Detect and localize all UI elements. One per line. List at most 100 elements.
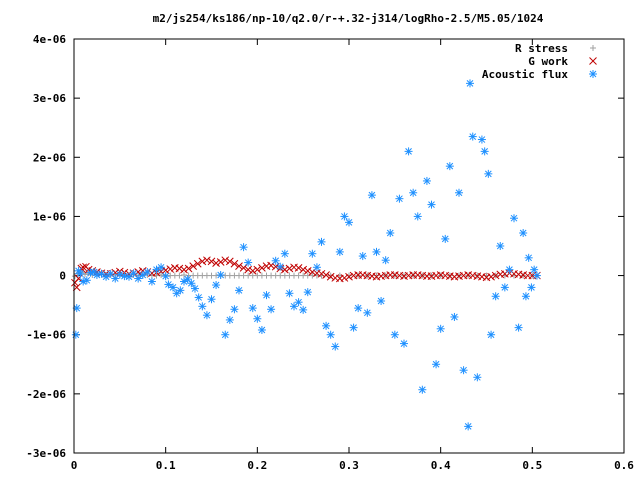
point-acoustic-flux — [230, 305, 239, 314]
point-g-work — [299, 265, 308, 274]
point-acoustic-flux — [187, 279, 196, 288]
plot-frame — [73, 38, 625, 454]
point-acoustic-flux — [367, 191, 376, 200]
point-acoustic-flux — [445, 162, 454, 171]
point-g-work — [74, 274, 83, 283]
point-acoustic-flux — [322, 321, 331, 330]
x-tick-label: 0 — [71, 459, 78, 472]
point-acoustic-flux — [97, 269, 106, 278]
point-acoustic-flux — [244, 258, 253, 267]
point-acoustic-flux — [239, 243, 248, 252]
point-acoustic-flux — [125, 272, 133, 281]
point-g-work — [180, 265, 188, 274]
point-acoustic-flux — [257, 325, 266, 334]
point-acoustic-flux — [71, 330, 80, 339]
point-acoustic-flux — [450, 312, 459, 321]
point-acoustic-flux — [267, 305, 276, 314]
point-acoustic-flux — [345, 218, 353, 227]
point-acoustic-flux — [418, 385, 427, 394]
point-acoustic-flux — [527, 283, 536, 292]
point-g-work — [258, 264, 266, 272]
point-acoustic-flux — [225, 315, 234, 324]
point-acoustic-flux — [358, 252, 367, 261]
point-g-work — [212, 259, 220, 268]
point-acoustic-flux — [198, 302, 207, 311]
point-acoustic-flux — [317, 237, 326, 246]
point-acoustic-flux — [308, 249, 317, 258]
point-acoustic-flux — [207, 295, 216, 304]
point-g-work — [134, 268, 143, 276]
point-g-work — [345, 272, 353, 281]
point-g-work — [221, 256, 230, 265]
point-g-work — [225, 257, 234, 266]
point-g-work — [216, 258, 225, 266]
point-acoustic-flux — [372, 247, 381, 256]
point-acoustic-flux — [404, 147, 413, 156]
y-tick-label: 4e-06 — [33, 33, 66, 46]
point-g-work — [244, 265, 253, 274]
point-acoustic-flux — [400, 339, 408, 348]
point-acoustic-flux — [280, 249, 289, 258]
point-g-work — [166, 265, 175, 273]
point-acoustic-flux — [390, 330, 399, 339]
point-acoustic-flux — [505, 265, 514, 274]
legend-swatch — [589, 70, 597, 78]
point-acoustic-flux — [464, 422, 473, 431]
point-acoustic-flux — [510, 214, 518, 223]
point-acoustic-flux — [164, 280, 173, 289]
legend-label: Acoustic flux — [482, 68, 568, 81]
point-g-work — [253, 265, 262, 274]
point-g-work — [248, 266, 257, 275]
point-g-work — [207, 257, 216, 266]
point-r-stress — [373, 272, 380, 279]
point-g-work — [326, 272, 335, 281]
point-acoustic-flux — [532, 271, 541, 280]
point-acoustic-flux — [248, 304, 257, 313]
point-acoustic-flux — [138, 270, 147, 279]
y-tick-label: -2e-06 — [26, 388, 66, 401]
point-acoustic-flux — [500, 283, 509, 292]
point-acoustic-flux — [102, 272, 111, 281]
point-g-work — [487, 272, 495, 281]
x-tick-label: 0.4 — [431, 459, 451, 472]
axis-ticks: 0 0.1 0.2 0.3 0.4 0.5 0.6 -3e-06 -2e-06 -1e-06 0 1e… — [26, 33, 634, 472]
point-acoustic-flux — [285, 289, 294, 298]
point-acoustic-flux — [294, 298, 303, 307]
point-acoustic-flux — [468, 132, 477, 141]
point-acoustic-flux — [455, 188, 463, 197]
point-g-work — [322, 271, 330, 279]
point-g-work — [189, 262, 198, 270]
point-g-work — [317, 269, 326, 278]
point-acoustic-flux — [409, 188, 418, 197]
point-acoustic-flux — [169, 283, 177, 292]
point-acoustic-flux — [395, 194, 404, 203]
point-acoustic-flux — [276, 262, 285, 271]
point-g-work — [79, 263, 88, 272]
point-acoustic-flux — [519, 228, 528, 237]
point-acoustic-flux — [530, 265, 539, 274]
x-tick-label: 0.6 — [614, 459, 634, 472]
point-acoustic-flux — [147, 277, 156, 286]
point-acoustic-flux — [176, 286, 185, 295]
point-acoustic-flux — [377, 297, 386, 306]
point-acoustic-flux — [496, 242, 505, 250]
point-acoustic-flux — [349, 323, 358, 332]
point-g-work — [294, 264, 303, 272]
point-acoustic-flux — [312, 263, 321, 272]
legend-label: R stress — [515, 42, 568, 55]
point-acoustic-flux — [427, 200, 436, 209]
point-acoustic-flux — [326, 330, 335, 339]
point-acoustic-flux — [134, 274, 143, 283]
point-acoustic-flux — [473, 373, 482, 382]
y-tick-label: 3e-06 — [33, 92, 66, 105]
point-g-work — [230, 259, 239, 268]
legend-label: G work — [528, 55, 568, 68]
point-g-work — [303, 266, 312, 275]
y-tick-label: 0 — [59, 270, 66, 283]
point-acoustic-flux — [221, 330, 230, 339]
point-acoustic-flux — [262, 291, 271, 300]
point-g-work — [285, 264, 294, 273]
legend-swatch — [589, 57, 597, 65]
